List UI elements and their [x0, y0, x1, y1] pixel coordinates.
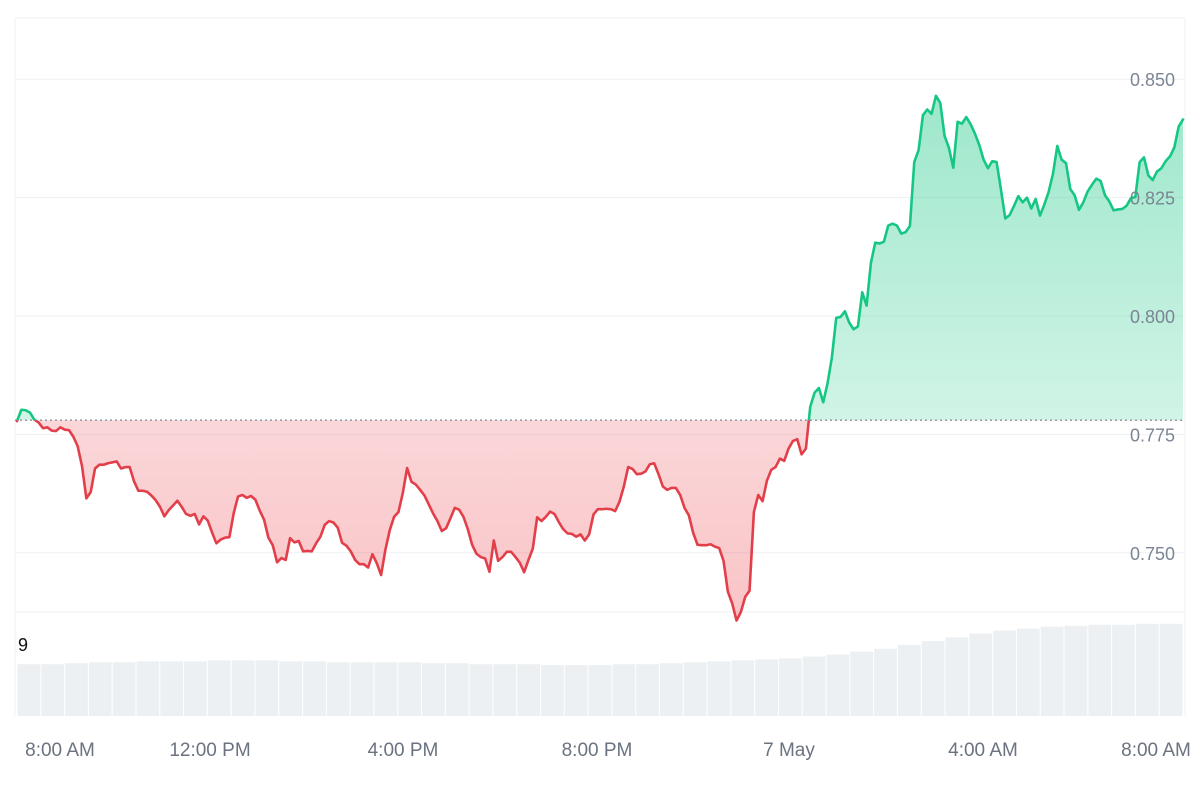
volume-bar	[921, 641, 945, 716]
x-tick-label: 12:00 PM	[169, 740, 250, 761]
volume-bar	[850, 651, 874, 716]
x-tick-label: 4:00 PM	[368, 740, 439, 761]
volume-bar	[517, 664, 541, 716]
volume-bar	[493, 664, 517, 716]
volume-bar	[65, 663, 88, 716]
volume-bar	[969, 633, 993, 716]
volume-bar	[231, 660, 255, 716]
x-tick-label: 4:00 AM	[948, 740, 1018, 761]
volume-bar	[136, 661, 160, 716]
volume-bar	[612, 664, 636, 716]
volume-bar	[374, 662, 398, 716]
volume-label: 9	[18, 635, 28, 655]
volume-bar	[1159, 623, 1183, 716]
volume-bar	[326, 662, 350, 716]
volume-bar	[303, 661, 326, 716]
volume-bar	[778, 658, 802, 716]
price-line-down	[15, 420, 811, 622]
y-axis-ticks: 0.750 0.775 0.800 0.825 0.850	[1130, 70, 1175, 564]
volume-bar	[255, 660, 279, 716]
volume-bar	[1088, 624, 1112, 716]
volume-bar	[445, 663, 469, 716]
volume-bar	[731, 660, 755, 716]
area-above-baseline	[17, 95, 1183, 421]
volume-bar	[207, 660, 231, 716]
x-tick-label: 8:00 PM	[562, 740, 633, 761]
y-tick-label: 0.750	[1130, 544, 1175, 564]
volume-bar	[160, 661, 184, 716]
x-tick-label: 8:00 AM	[25, 740, 95, 761]
volume-bar	[1040, 626, 1064, 716]
volume-bar	[588, 665, 612, 716]
volume-bar	[897, 644, 921, 716]
x-tick-label: 7 May	[763, 740, 815, 761]
volume-bar	[541, 665, 564, 716]
volume-bar	[683, 662, 707, 716]
volume-bar	[279, 661, 303, 716]
volume-bar	[564, 665, 588, 716]
volume-bar	[350, 662, 374, 716]
price-line	[15, 94, 1185, 622]
volume-bar	[17, 664, 41, 716]
x-axis-ticks: 8:00 AM 12:00 PM 4:00 PM 8:00 PM 7 May 4:00 A…	[25, 740, 1191, 761]
volume-bar	[422, 663, 445, 716]
volume-bar	[1064, 625, 1088, 716]
price-area	[17, 95, 1183, 621]
volume-bar	[945, 637, 969, 716]
volume-bar	[112, 662, 136, 716]
y-tick-label: 0.775	[1130, 425, 1175, 445]
volume-bar	[659, 663, 683, 716]
volume-bar	[874, 648, 897, 716]
volume-bar	[636, 664, 659, 716]
volume-bar	[707, 661, 731, 716]
volume-bar	[826, 654, 850, 716]
x-tick-label: 8:00 AM	[1121, 740, 1191, 761]
volume-bars	[17, 623, 1183, 716]
volume-bar	[993, 630, 1016, 716]
volume-bar	[1135, 623, 1159, 716]
volume-bar	[1016, 628, 1040, 716]
volume-bar	[184, 661, 207, 716]
volume-bar	[802, 656, 826, 716]
price-line-up	[15, 94, 1185, 421]
volume-bar	[41, 664, 65, 716]
volume-bar	[398, 662, 422, 716]
area-below-baseline	[17, 420, 809, 621]
volume-bar	[469, 664, 493, 716]
volume-bar	[1112, 624, 1135, 716]
y-tick-label: 0.825	[1130, 189, 1175, 209]
y-tick-label: 0.800	[1130, 307, 1175, 327]
volume-bar	[755, 659, 778, 716]
y-tick-label: 0.850	[1130, 70, 1175, 90]
volume-bar	[88, 662, 112, 716]
